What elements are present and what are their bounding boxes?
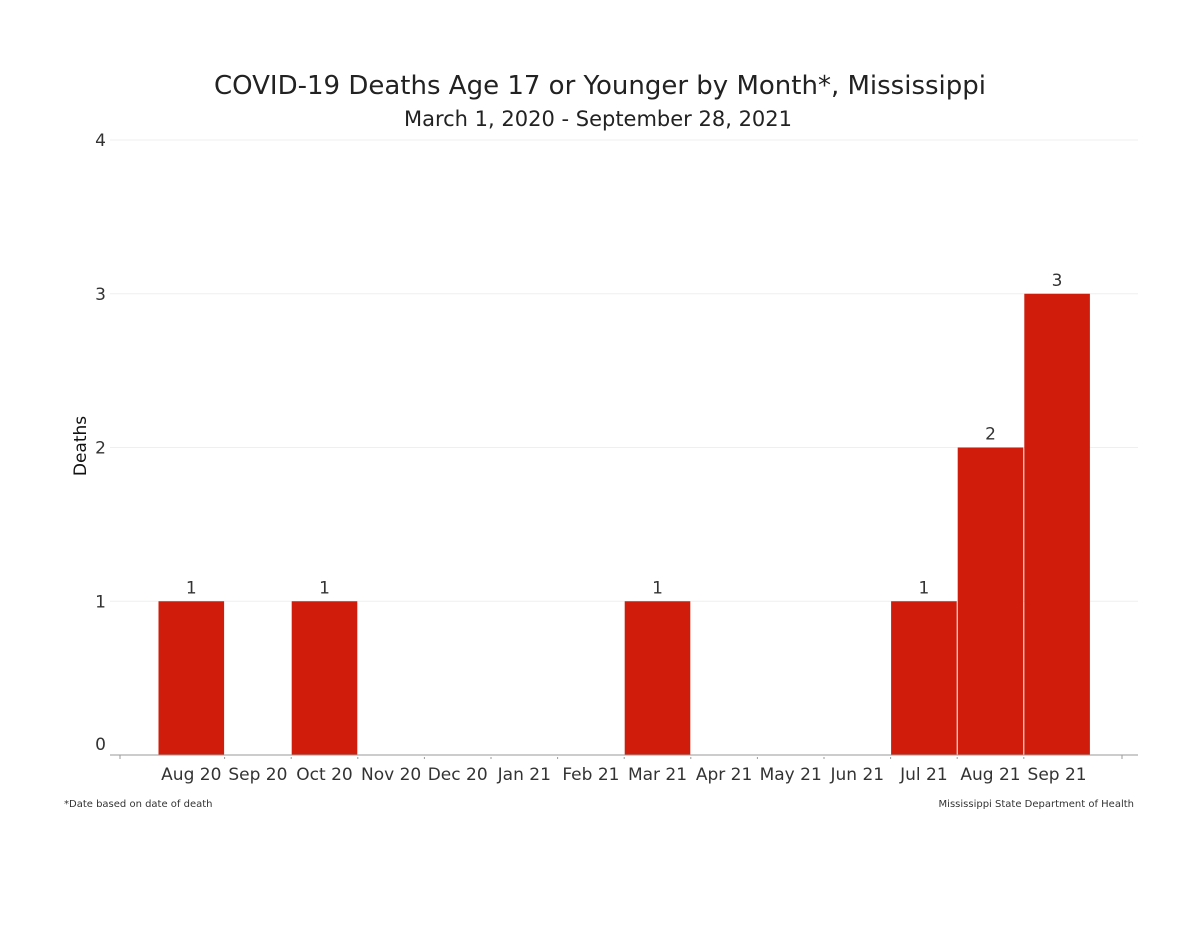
x-tick-labels: Aug 20 Sep 20 Oct 20 Nov 20 Dec 20 Jan 21 Feb …: [119, 755, 1123, 785]
x-tick-label: Feb 21: [562, 765, 619, 785]
x-tick-label: Dec 20: [428, 765, 488, 785]
x-tick-label: Sep 21: [1028, 765, 1087, 785]
y-tick-labels: 0 1 2 3 4: [95, 131, 106, 755]
x-tick-label: Jan 21: [497, 765, 551, 785]
x-tick-label: May 21: [760, 765, 822, 785]
chart-subtitle: March 1, 2020 - September 28, 2021: [404, 107, 792, 131]
y-tick-label: 0: [95, 735, 106, 755]
y-tick-label: 1: [95, 592, 106, 612]
chart-title: COVID-19 Deaths Age 17 or Younger by Mon…: [214, 71, 986, 101]
y-axis-label: Deaths: [71, 416, 91, 476]
bar-aug-20[interactable]: [158, 601, 225, 755]
footnote-right: Mississippi State Department of Health: [939, 799, 1134, 810]
data-label: 1: [652, 578, 663, 598]
data-label: 1: [186, 578, 197, 598]
bars: [158, 293, 1090, 756]
bar-oct-20[interactable]: [291, 601, 358, 755]
y-tick-label: 3: [95, 285, 106, 305]
data-labels: 1 1 1 1 2 3: [186, 271, 1063, 599]
data-label: 1: [319, 578, 330, 598]
data-label: 2: [985, 425, 996, 445]
footnote-left: *Date based on date of death: [64, 799, 213, 810]
x-tick-label: Nov 20: [361, 765, 421, 785]
bar-mar-21[interactable]: [624, 601, 691, 755]
x-tick-label: Jul 21: [899, 765, 948, 785]
data-label: 1: [918, 578, 929, 598]
y-tick-label: 4: [95, 131, 106, 151]
x-tick-label: Jun 21: [829, 765, 884, 785]
y-tick-label: 2: [95, 439, 106, 459]
x-tick-label: Sep 20: [228, 765, 287, 785]
bar-sep-21[interactable]: [1024, 293, 1090, 755]
bar-jul-21[interactable]: [891, 601, 957, 755]
x-tick-label: Oct 20: [296, 765, 352, 785]
x-tick-label: Aug 21: [960, 765, 1020, 785]
bar-aug-21[interactable]: [957, 447, 1024, 756]
data-label: 3: [1052, 271, 1063, 291]
x-tick-label: Mar 21: [628, 765, 687, 785]
x-tick-label: Aug 20: [161, 765, 221, 785]
x-tick-label: Apr 21: [696, 765, 752, 785]
